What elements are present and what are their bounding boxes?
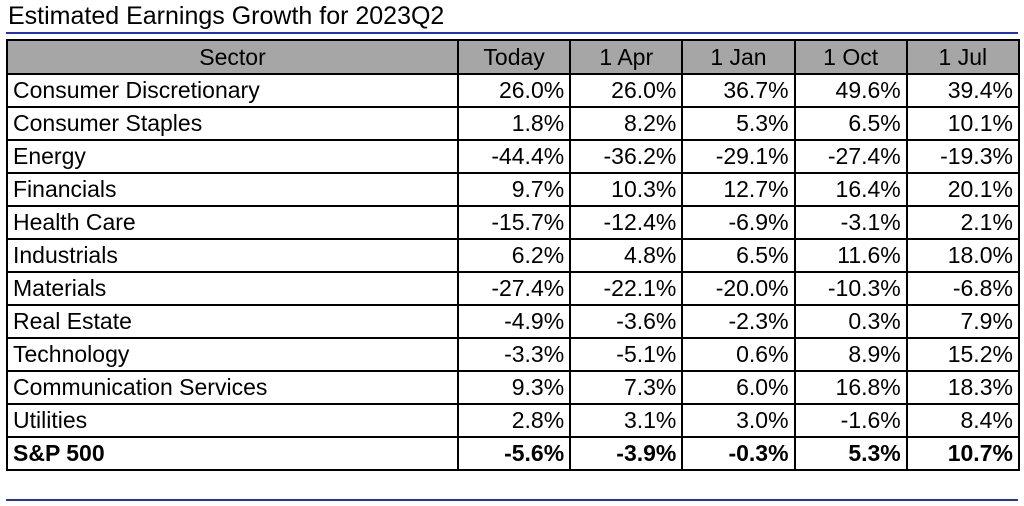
total-value-cell: 5.3% [793,436,908,471]
sector-name: Communication Services [6,370,459,405]
page-title: Estimated Earnings Growth for 2023Q2 [8,2,445,30]
sector-name: Energy [6,139,459,174]
value-cell: -27.4% [793,139,908,174]
value-cell: 6.0% [681,370,796,405]
value-cell: 16.8% [793,370,908,405]
value-cell: 7.9% [905,304,1020,339]
value-cell: 7.3% [569,370,684,405]
value-cell: 1.8% [456,106,572,141]
bottom-rule [6,499,1018,501]
value-cell: -20.0% [681,271,796,306]
value-cell: -2.3% [681,304,796,339]
column-header-1-jan: 1 Jan [681,39,796,75]
value-cell: -5.1% [569,337,684,372]
sector-name: Real Estate [6,304,459,339]
table-row: Materials -27.4% -22.1% -20.0% -10.3% -6… [6,271,1020,306]
value-cell: 18.0% [905,238,1020,273]
column-header-sector: Sector [6,39,459,75]
table-row: Consumer Discretionary 26.0% 26.0% 36.7%… [6,73,1020,108]
value-cell: 11.6% [793,238,908,273]
value-cell: 5.3% [681,106,796,141]
table-row: Real Estate -4.9% -3.6% -2.3% 0.3% 7.9% [6,304,1020,339]
value-cell: 2.1% [905,205,1020,240]
table-row: Utilities 2.8% 3.1% 3.0% -1.6% 8.4% [6,403,1020,438]
value-cell: -19.3% [905,139,1020,174]
value-cell: 6.2% [456,238,572,273]
total-row: S&P 500 -5.6% -3.9% -0.3% 5.3% 10.7% [6,436,1020,471]
column-header-1-oct: 1 Oct [793,39,908,75]
sector-name: Technology [6,337,459,372]
sector-name: Health Care [6,205,459,240]
value-cell: 39.4% [905,73,1020,108]
value-cell: -6.8% [905,271,1020,306]
total-value-cell: 10.7% [905,436,1020,471]
value-cell: -4.9% [456,304,572,339]
value-cell: -15.7% [456,205,572,240]
value-cell: 10.3% [569,172,684,207]
value-cell: 36.7% [681,73,796,108]
value-cell: 26.0% [456,73,572,108]
table-row: Technology -3.3% -5.1% 0.6% 8.9% 15.2% [6,337,1020,372]
value-cell: -3.3% [456,337,572,372]
value-cell: 12.7% [681,172,796,207]
value-cell: 26.0% [569,73,684,108]
column-header-1-jul: 1 Jul [905,39,1020,75]
table-row: Consumer Staples 1.8% 8.2% 5.3% 6.5% 10.… [6,106,1020,141]
table-row: Financials 9.7% 10.3% 12.7% 16.4% 20.1% [6,172,1020,207]
value-cell: -1.6% [793,403,908,438]
value-cell: -36.2% [569,139,684,174]
value-cell: 6.5% [681,238,796,273]
value-cell: 20.1% [905,172,1020,207]
value-cell: 3.1% [569,403,684,438]
sector-name: Financials [6,172,459,207]
table-row: Industrials 6.2% 4.8% 6.5% 11.6% 18.0% [6,238,1020,273]
value-cell: 18.3% [905,370,1020,405]
table-body: Consumer Discretionary 26.0% 26.0% 36.7%… [6,73,1020,471]
sector-name: Industrials [6,238,459,273]
value-cell: 49.6% [793,73,908,108]
sector-name: Utilities [6,403,459,438]
value-cell: 0.6% [681,337,796,372]
value-cell: 15.2% [905,337,1020,372]
value-cell: -3.1% [793,205,908,240]
total-value-cell: -0.3% [681,436,796,471]
value-cell: -3.6% [569,304,684,339]
header-row: Sector Today 1 Apr 1 Jan 1 Oct 1 Jul [6,39,1020,75]
column-header-1-apr: 1 Apr [569,39,684,75]
top-rule [6,32,1018,34]
value-cell: 8.9% [793,337,908,372]
value-cell: 9.7% [456,172,572,207]
sector-name: Consumer Discretionary [6,73,459,108]
value-cell: -10.3% [793,271,908,306]
value-cell: 8.2% [569,106,684,141]
value-cell: 2.8% [456,403,572,438]
total-value-cell: -5.6% [456,436,572,471]
value-cell: 3.0% [681,403,796,438]
value-cell: 8.4% [905,403,1020,438]
value-cell: -12.4% [569,205,684,240]
value-cell: -29.1% [681,139,796,174]
sector-name: Consumer Staples [6,106,459,141]
value-cell: 6.5% [793,106,908,141]
value-cell: 10.1% [905,106,1020,141]
total-value-cell: -3.9% [569,436,684,471]
earnings-growth-table: Sector Today 1 Apr 1 Jan 1 Oct 1 Jul Con… [6,39,1020,471]
value-cell: 0.3% [793,304,908,339]
table-row: Communication Services 9.3% 7.3% 6.0% 16… [6,370,1020,405]
value-cell: 4.8% [569,238,684,273]
table-row: Health Care -15.7% -12.4% -6.9% -3.1% 2.… [6,205,1020,240]
value-cell: 16.4% [793,172,908,207]
index-name: S&P 500 [6,436,459,471]
value-cell: -6.9% [681,205,796,240]
value-cell: -27.4% [456,271,572,306]
value-cell: -44.4% [456,139,572,174]
table-row: Energy -44.4% -36.2% -29.1% -27.4% -19.3… [6,139,1020,174]
value-cell: -22.1% [569,271,684,306]
column-header-today: Today [456,39,572,75]
sector-name: Materials [6,271,459,306]
value-cell: 9.3% [456,370,572,405]
